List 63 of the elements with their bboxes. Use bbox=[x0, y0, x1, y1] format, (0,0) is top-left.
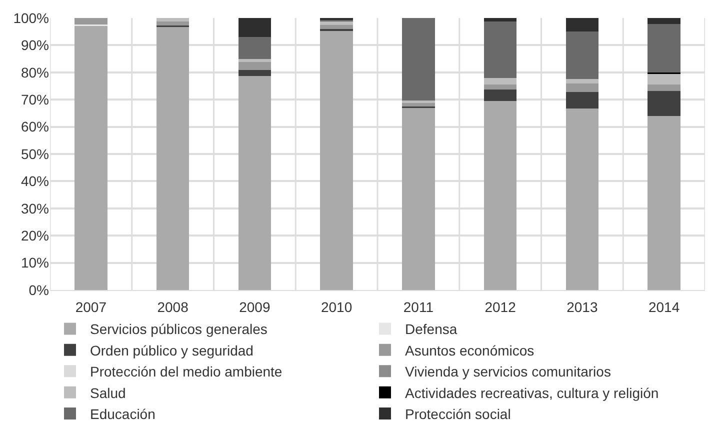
legend-label: Defensa bbox=[405, 321, 458, 338]
x-tick-label: 2009 bbox=[239, 298, 270, 315]
y-tick-label: 90% bbox=[20, 37, 49, 54]
x-tick-label: 2007 bbox=[75, 298, 107, 315]
x-tick-label: 2013 bbox=[566, 298, 598, 315]
bar bbox=[238, 62, 272, 70]
bar bbox=[566, 108, 599, 290]
bar bbox=[648, 84, 680, 91]
legend-label: Actividades recreativas, cultura y religión bbox=[405, 384, 659, 401]
y-tick-label: 70% bbox=[20, 92, 49, 108]
bar bbox=[238, 37, 272, 60]
bar bbox=[648, 24, 680, 72]
bar bbox=[238, 70, 272, 76]
y-tick-label: 40% bbox=[20, 173, 49, 190]
bar bbox=[648, 116, 680, 290]
bar bbox=[402, 18, 435, 101]
bar bbox=[320, 24, 353, 29]
y-tick-label: 30% bbox=[20, 200, 49, 216]
bar bbox=[74, 26, 108, 290]
y-tick-label: 80% bbox=[20, 64, 49, 80]
bar bbox=[484, 18, 517, 22]
bar bbox=[648, 90, 680, 116]
bar bbox=[238, 18, 272, 38]
legend-label: Educación bbox=[90, 406, 156, 422]
bar bbox=[484, 100, 517, 290]
legend-label: Protección del medio ambiente bbox=[90, 364, 282, 380]
bar bbox=[648, 73, 680, 84]
legend-label: Asuntos económicos bbox=[405, 342, 534, 358]
y-tick-label: 60% bbox=[20, 118, 49, 135]
bar bbox=[238, 76, 272, 290]
bar bbox=[156, 21, 190, 26]
y-tick-label: 100% bbox=[13, 10, 49, 26]
bar bbox=[566, 83, 599, 92]
y-tick-label: 0% bbox=[28, 282, 49, 298]
bar bbox=[402, 108, 435, 290]
bar bbox=[320, 30, 353, 290]
x-tick-label: 2012 bbox=[484, 298, 516, 315]
legend-label: Protección social bbox=[405, 406, 511, 422]
bar bbox=[74, 18, 108, 24]
bar bbox=[566, 79, 599, 84]
legend-label: Salud bbox=[90, 384, 126, 401]
legend-label: Orden público y seguridad bbox=[90, 342, 254, 358]
bar bbox=[484, 21, 517, 78]
bar bbox=[484, 84, 517, 90]
bar bbox=[484, 78, 517, 84]
bar bbox=[648, 18, 680, 24]
bar bbox=[156, 26, 190, 290]
bar bbox=[566, 92, 599, 108]
legend-label: Vivienda y servicios comunitarios bbox=[405, 364, 611, 380]
y-tick-label: 10% bbox=[20, 254, 49, 271]
x-tick-label: 2014 bbox=[648, 298, 680, 315]
bar bbox=[156, 18, 190, 22]
bar bbox=[484, 89, 517, 101]
bar bbox=[566, 31, 599, 80]
x-tick-label: 2011 bbox=[403, 298, 434, 315]
x-tick-label: 2010 bbox=[320, 298, 352, 315]
bar bbox=[566, 18, 599, 32]
y-tick-label: 50% bbox=[20, 146, 49, 162]
legend-label: Servicios públicos generales bbox=[90, 321, 268, 338]
y-tick-label: 20% bbox=[20, 228, 49, 244]
x-tick-label: 2008 bbox=[157, 298, 189, 315]
bar bbox=[238, 59, 272, 62]
bar bbox=[320, 22, 353, 25]
